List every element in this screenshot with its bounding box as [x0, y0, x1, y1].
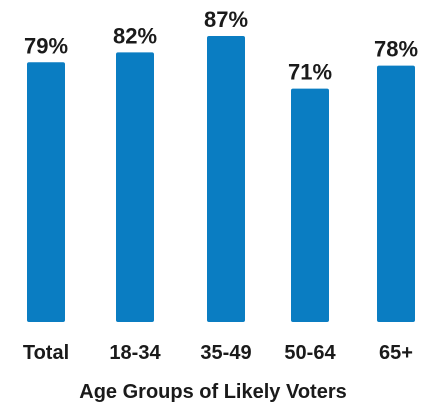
value-label: 71%: [288, 60, 332, 85]
category-label: 35-49: [200, 342, 251, 364]
value-label: 78%: [374, 37, 418, 62]
bar-35-49: [207, 36, 245, 322]
category-labels: Total 18-34 35-49 50-64 65+: [23, 342, 413, 364]
value-label: 79%: [24, 33, 68, 58]
bar-18-34: [116, 52, 154, 323]
category-label: Total: [23, 342, 69, 364]
x-axis-title: Age Groups of Likely Voters: [79, 381, 346, 403]
bar-65+: [377, 65, 415, 322]
category-label: 50-64: [284, 342, 336, 364]
value-labels: 79% 82% 87% 71% 78%: [24, 7, 418, 85]
category-label: 18-34: [109, 342, 161, 364]
value-label: 87%: [204, 7, 248, 32]
value-label: 82%: [113, 23, 157, 48]
bars: [27, 36, 415, 323]
bar-50-64: [291, 88, 329, 322]
category-label: 65+: [379, 342, 413, 364]
bar-Total: [27, 62, 65, 322]
